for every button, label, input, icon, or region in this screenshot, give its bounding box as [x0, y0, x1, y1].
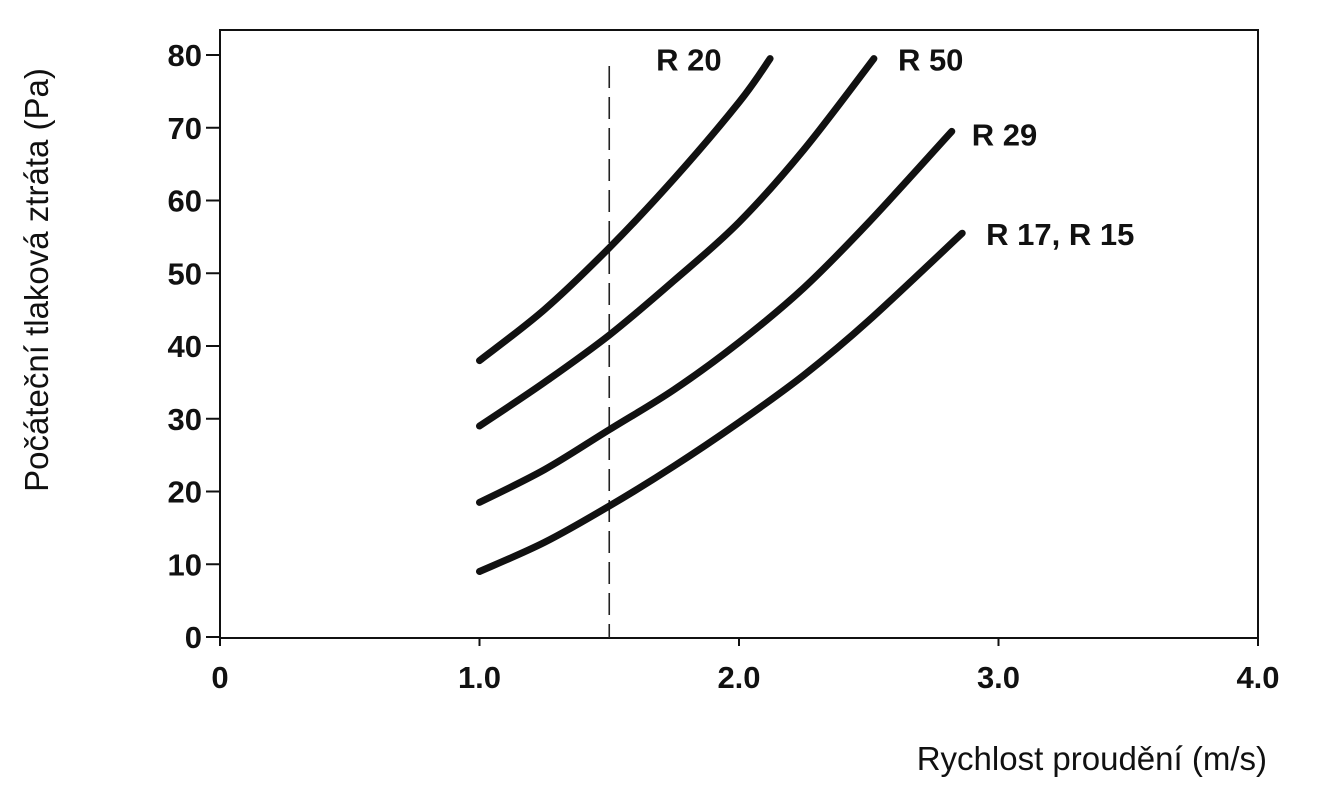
series-label-2: R 50	[898, 43, 963, 78]
series-line-3	[476, 127, 956, 506]
x-tick-label: 0	[211, 660, 228, 695]
series-line-4	[476, 229, 966, 575]
y-tick-label: 0	[185, 620, 202, 655]
y-tick-label: 60	[168, 184, 202, 219]
x-tick-label: 4.0	[1236, 660, 1279, 695]
series-label-4: R 17, R 15	[986, 217, 1134, 252]
y-tick-label: 30	[168, 402, 202, 437]
y-tick-label: 50	[168, 256, 202, 291]
series-label-3: R 29	[972, 117, 1037, 152]
plot-area	[219, 29, 1259, 639]
y-tick-label: 20	[168, 475, 202, 510]
y-tick-label: 40	[168, 329, 202, 364]
series-line-1	[476, 55, 774, 365]
y-axis-title: Počáteční tlaková ztráta (Pa)	[18, 68, 55, 492]
y-tick-label: 80	[168, 38, 202, 73]
x-tick-label: 1.0	[458, 660, 501, 695]
x-axis: 0 1.0 2.0 3.0 4.0	[211, 638, 1280, 695]
series-line-2	[476, 55, 878, 430]
x-tick-label: 2.0	[717, 660, 760, 695]
y-tick-label: 10	[168, 547, 202, 582]
y-tick-label: 70	[168, 111, 202, 146]
x-axis-title: Rychlost proudění (m/s)	[917, 740, 1267, 777]
series-labels: R 20 R 50 R 29 R 17, R 15	[656, 43, 1134, 253]
y-axis: 0 10 20 30 40 50 60 70 80	[168, 38, 220, 655]
x-tick-label: 3.0	[977, 660, 1020, 695]
plot-border	[219, 29, 1259, 639]
series-lines	[476, 55, 966, 575]
series-label-1: R 20	[656, 43, 721, 78]
